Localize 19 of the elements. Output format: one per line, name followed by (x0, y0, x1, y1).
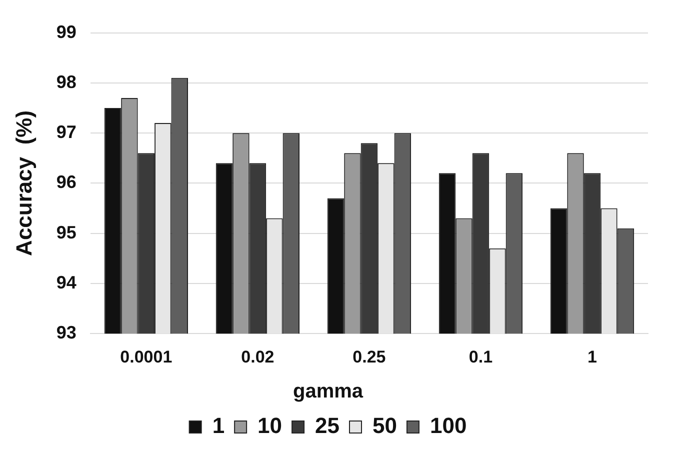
legend-label: 100 (430, 413, 467, 438)
y-tick-label: 94 (56, 272, 76, 292)
legend-label: 25 (315, 413, 340, 438)
legend-label: 1 (212, 413, 225, 438)
x-tick-label: 1 (588, 347, 597, 366)
y-tick-label: 96 (56, 172, 76, 192)
x-tick-label: 0.0001 (120, 347, 172, 366)
y-tick-label: 95 (56, 222, 76, 242)
y-axis-title: Accuracy (%) (11, 110, 36, 256)
x-tick-label: 0.25 (352, 347, 386, 366)
x-tick-label: 0.1 (468, 347, 493, 366)
y-tick-label: 99 (56, 22, 76, 42)
legend-label: 10 (258, 413, 282, 438)
legend-title: gamma (292, 380, 364, 403)
y-tick-label: 93 (56, 322, 76, 343)
y-tick-label: 98 (56, 72, 76, 92)
legend-label: 50 (372, 413, 397, 438)
x-tick-label: 0.02 (241, 347, 274, 366)
y-tick-label: 97 (56, 122, 76, 142)
